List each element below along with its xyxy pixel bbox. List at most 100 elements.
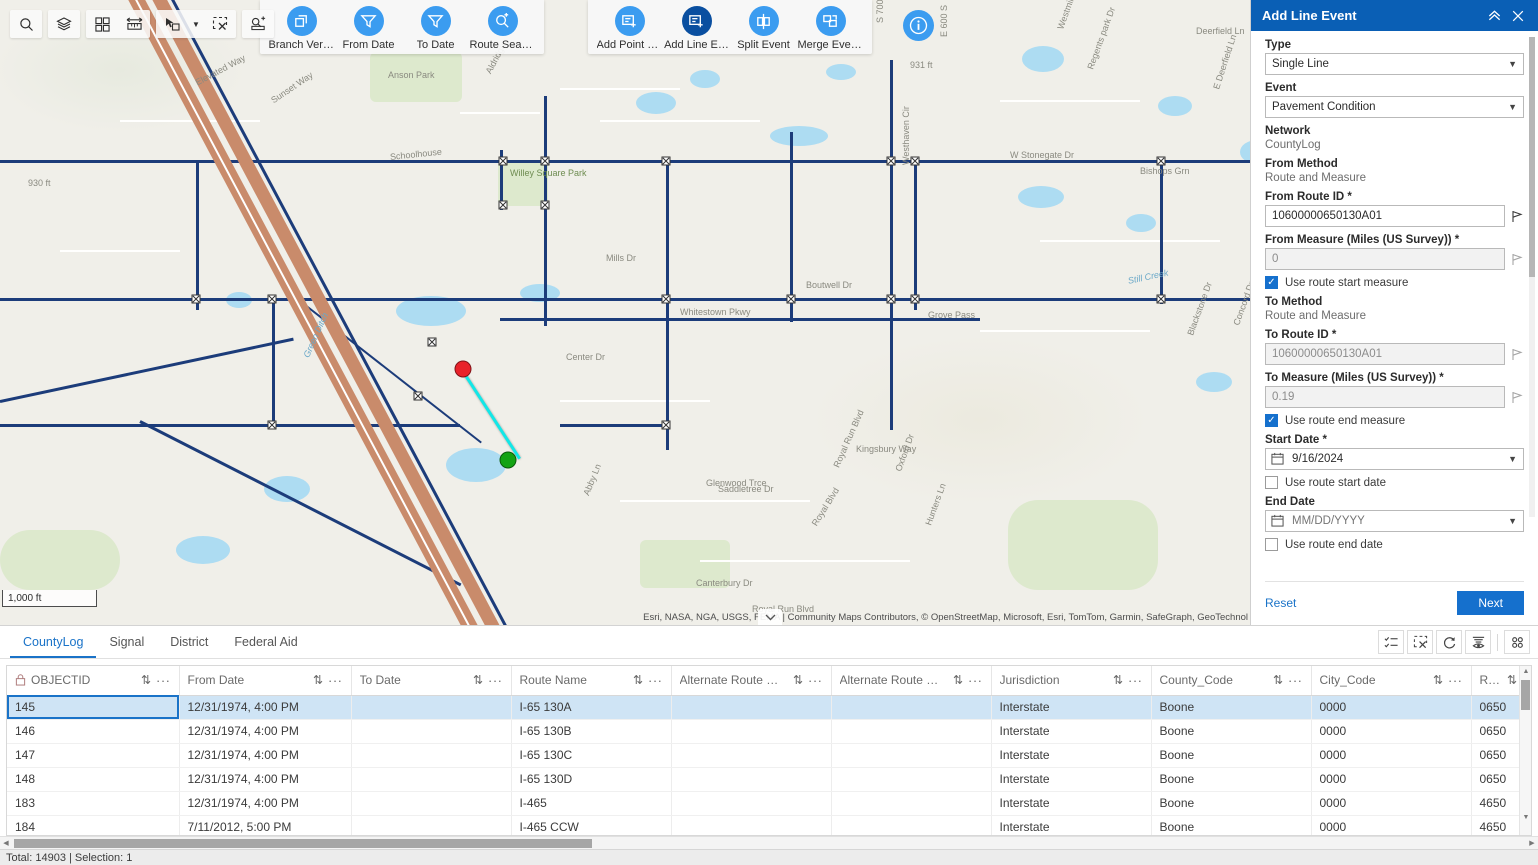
ribbon-item-add-line-e[interactable]: Add Line E… [663, 4, 730, 51]
table-row[interactable]: 146 12/31/1974, 4:00 PM I-65 130B Interstat… [7, 719, 1531, 744]
refresh-icon[interactable] [1436, 630, 1462, 654]
table-cell[interactable]: 147 [7, 743, 180, 768]
clear-selection-icon[interactable] [204, 10, 236, 38]
column-menu-icon[interactable]: ··· [1448, 672, 1463, 688]
info-icon[interactable] [903, 10, 934, 41]
start-date-input[interactable] [1265, 448, 1524, 470]
map-tools-group-5[interactable] [242, 10, 274, 38]
scroll-right-arrow-icon[interactable]: ▶ [1529, 840, 1535, 847]
table-toolbar[interactable] [1378, 630, 1530, 654]
map-tools-group-1[interactable] [10, 10, 42, 38]
sort-icon[interactable]: ⇅ [792, 673, 803, 688]
table-cell[interactable]: 12/31/1974, 4:00 PM [179, 743, 352, 768]
table-cell[interactable]: I-65 130D [511, 767, 672, 792]
column-header[interactable]: County_Code ⇅ ··· [1151, 666, 1312, 696]
vertical-scroll-thumb[interactable] [1521, 680, 1530, 710]
panel-form[interactable]: Type Single Line ▼ Event Pavement Condit… [1251, 31, 1538, 581]
panel-scrollbar-thumb[interactable] [1529, 37, 1535, 277]
table-cell[interactable]: Boone [1151, 767, 1312, 792]
table-header-row[interactable]: OBJECTID ⇅ ··· From Date ⇅ ··· To Date ⇅ ··· Rout… [7, 666, 1531, 696]
table-cell[interactable] [351, 791, 512, 816]
table-cell[interactable]: Boone [1151, 815, 1312, 835]
sort-icon[interactable]: ⇅ [312, 673, 323, 688]
use-route-start-date-row[interactable]: Use route start date [1265, 476, 1524, 489]
use-route-start-measure-checkbox[interactable] [1265, 276, 1278, 289]
table-cell[interactable] [351, 767, 512, 792]
table-cell[interactable]: 12/31/1974, 4:00 PM [179, 719, 352, 744]
start-date-wrap[interactable]: ▼ [1265, 448, 1524, 470]
table-cell[interactable]: 145 [7, 695, 180, 720]
table-cell[interactable]: I-465 [511, 791, 672, 816]
column-menu-icon[interactable]: ··· [808, 672, 823, 688]
sort-icon[interactable]: ⇅ [472, 673, 483, 688]
from-route-id-row[interactable] [1265, 205, 1524, 227]
table-cell[interactable]: Interstate [991, 695, 1152, 720]
table-cell[interactable]: 4650 [1471, 815, 1531, 835]
locate-route-icon[interactable] [242, 10, 274, 38]
table-body[interactable]: 145 12/31/1974, 4:00 PM I-65 130A Interstat… [7, 695, 1531, 835]
table-cell[interactable] [351, 743, 512, 768]
use-route-end-date-row[interactable]: Use route end date [1265, 538, 1524, 551]
table-cell[interactable] [831, 743, 992, 768]
table-horizontal-scrollbar[interactable]: ◀ ▶ [0, 836, 1538, 849]
search-icon[interactable] [10, 10, 42, 38]
table-cell[interactable] [671, 719, 832, 744]
scroll-left-arrow-icon[interactable]: ◀ [3, 840, 9, 847]
version-date-toolbar[interactable]: Branch Vers… From Date To Date Route Search [260, 0, 544, 54]
scroll-up-arrow-icon[interactable]: ▲ [1522, 668, 1530, 675]
table-cell[interactable] [831, 815, 992, 835]
map-tools-toolbar[interactable]: ▼ [10, 10, 274, 38]
select-features-icon[interactable] [156, 10, 188, 38]
horizontal-scroll-thumb[interactable] [14, 838, 592, 848]
clear-selection-icon[interactable] [1407, 630, 1433, 654]
table-vertical-scrollbar[interactable]: ▲ ▼ [1519, 666, 1531, 835]
from-measure-row[interactable] [1265, 248, 1524, 270]
table-cell[interactable]: 0000 [1311, 815, 1472, 835]
tab-federal-aid[interactable]: Federal Aid [234, 635, 298, 649]
table-cell[interactable] [831, 767, 992, 792]
table-cell[interactable] [351, 815, 512, 835]
map-tools-group-2[interactable] [48, 10, 80, 38]
sort-icon[interactable]: ⇅ [1112, 673, 1123, 688]
table-cell[interactable]: 0000 [1311, 767, 1472, 792]
chevron-down-icon[interactable]: ▼ [192, 19, 200, 29]
ribbon-item-split-event[interactable]: Split Event [730, 4, 797, 51]
add-line-event-panel[interactable]: Add Line Event Type Single Line ▼ [1250, 0, 1538, 625]
table-cell[interactable]: 0000 [1311, 791, 1472, 816]
event-end-point[interactable] [499, 451, 517, 469]
column-header[interactable]: From Date ⇅ ··· [179, 666, 352, 696]
table-cell[interactable]: I-465 CCW [511, 815, 672, 835]
table-row[interactable]: 147 12/31/1974, 4:00 PM I-65 130C Interstat… [7, 743, 1531, 768]
panel-footer[interactable]: Reset Next [1265, 581, 1524, 625]
table-cell[interactable]: 148 [7, 767, 180, 792]
sort-icon[interactable]: ⇅ [952, 673, 963, 688]
table-cell[interactable] [671, 815, 832, 835]
table-cell[interactable]: 12/31/1974, 4:00 PM [179, 791, 352, 816]
map-canvas[interactable]: Elevated Way Sunset Way Anson Park Aldridge… [0, 0, 1250, 625]
table-cell[interactable] [831, 791, 992, 816]
table-cell[interactable]: 12/31/1974, 4:00 PM [179, 767, 352, 792]
table-cell[interactable]: Boone [1151, 719, 1312, 744]
select-all-icon[interactable] [1378, 630, 1404, 654]
layers-icon[interactable] [48, 10, 80, 38]
table-element[interactable]: OBJECTID ⇅ ··· From Date ⇅ ··· To Date ⇅ ··· Rout… [7, 666, 1531, 835]
column-header[interactable]: Jurisdiction ⇅ ··· [991, 666, 1152, 696]
column-menu-icon[interactable]: ··· [648, 672, 663, 688]
measure-icon[interactable] [118, 10, 150, 38]
use-route-start-measure-row[interactable]: Use route start measure [1265, 276, 1524, 289]
event-select[interactable]: Pavement Condition [1265, 96, 1524, 118]
end-date-input[interactable] [1265, 510, 1524, 532]
column-menu-icon[interactable]: ··· [328, 672, 343, 688]
table-cell[interactable]: Boone [1151, 695, 1312, 720]
scroll-down-arrow-icon[interactable]: ▼ [1522, 814, 1530, 821]
pick-from-route-icon[interactable] [1510, 207, 1524, 225]
tab-signal[interactable]: Signal [109, 635, 145, 649]
end-date-wrap[interactable]: ▼ [1265, 510, 1524, 532]
table-cell[interactable] [831, 719, 992, 744]
table-tabs[interactable]: CountyLog Signal District Federal Aid [10, 635, 311, 658]
collapse-chevrons-icon[interactable] [1482, 4, 1506, 28]
column-header[interactable]: Route Name ⇅ ··· [511, 666, 672, 696]
next-button[interactable]: Next [1457, 591, 1524, 615]
column-menu-icon[interactable]: ··· [156, 672, 171, 688]
map-tools-group-3[interactable] [86, 10, 150, 38]
